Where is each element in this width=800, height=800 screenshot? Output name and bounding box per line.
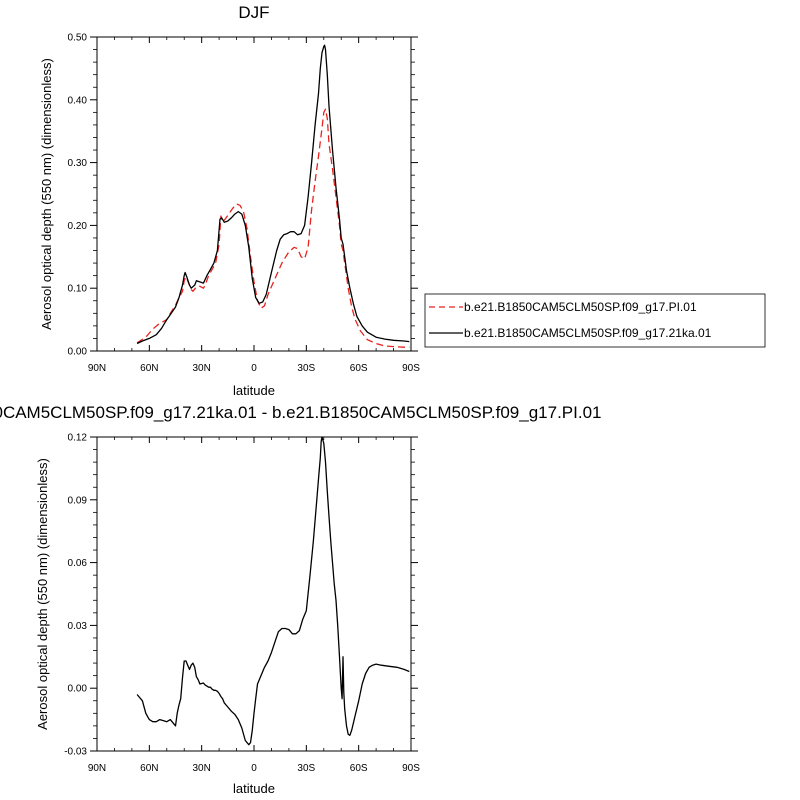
bottom-plot-area: 90N 60N 30N 0 30S 60S 90S -0.03 0.00 0.03 0.06 0.09…	[64, 433, 420, 775]
bottom-y-tick-label: 0.03	[68, 621, 88, 632]
top-panel: DJF 90N 60N 30N 0 30S 60S 90S 0.00 0.10 0.20 0.30 0…	[39, 3, 420, 398]
legend-label-series-2: b.e21.B1850CAM5CLM50SP.f09_g17.21ka.01	[464, 326, 712, 340]
bottom-y-tick-label: 0.06	[68, 558, 88, 569]
top-plot-frame	[96, 36, 412, 352]
bottom-x-tick-label: 30N	[192, 763, 210, 774]
bottom-y-tick-label: -0.03	[64, 747, 87, 758]
top-y-tick-label: 0.50	[68, 33, 88, 44]
bottom-y-tick-label: 0.00	[68, 684, 88, 695]
bottom-panel: b.e21.B1850CAM5CLM50SP.f09_g17.21ka.01 -…	[0, 403, 601, 796]
top-y-tick-label: 0.20	[68, 221, 88, 232]
legend: b.e21.B1850CAM5CLM50SP.f09_g17.PI.01 b.e…	[424, 293, 766, 348]
top-y-tick-label: 0.10	[68, 284, 88, 295]
top-x-tick-label: 30N	[192, 363, 210, 374]
top-x-tick-label: 30S	[297, 363, 315, 374]
bottom-x-tick-label: 0	[251, 763, 257, 774]
bottom-y-axis-label: Aerosol optical depth (550 nm) (dimensio…	[35, 458, 50, 730]
top-y-axis-label: Aerosol optical depth (550 nm) (dimensio…	[39, 58, 54, 330]
bottom-y-tick-label: 0.09	[68, 495, 88, 506]
top-plot-area: 90N 60N 30N 0 30S 60S 90S 0.00 0.10 0.20 0.30 0.40 0…	[68, 33, 421, 375]
top-y-tick-label: 0.30	[68, 158, 88, 169]
legend-label-series-1: b.e21.B1850CAM5CLM50SP.f09_g17.PI.01	[464, 300, 697, 314]
bottom-x-axis-label: latitude	[233, 781, 275, 796]
top-x-axis-label: latitude	[233, 383, 275, 398]
bottom-x-tick-label: 60S	[350, 763, 368, 774]
top-x-tick-label: 0	[251, 363, 257, 374]
bottom-plot-frame	[96, 436, 412, 752]
top-chart-title: DJF	[238, 3, 269, 22]
legend-box	[424, 293, 766, 348]
top-y-tick-label: 0.40	[68, 95, 88, 106]
top-x-tick-label: 60N	[140, 363, 158, 374]
top-x-tick-label: 90S	[402, 363, 420, 374]
top-x-tick-label: 90N	[88, 363, 106, 374]
bottom-y-tick-label: 0.12	[68, 433, 88, 444]
top-series-line-1	[136, 108, 410, 348]
bottom-x-tick-label: 30S	[297, 763, 315, 774]
top-series-line-2	[136, 44, 410, 345]
top-y-tick-label: 0.00	[68, 347, 88, 358]
bottom-series-line-1	[136, 436, 410, 746]
top-x-tick-label: 60S	[350, 363, 368, 374]
bottom-chart-title: b.e21.B1850CAM5CLM50SP.f09_g17.21ka.01 -…	[0, 403, 601, 422]
bottom-x-tick-label: 60N	[140, 763, 158, 774]
bottom-x-tick-label: 90N	[88, 763, 106, 774]
bottom-x-tick-label: 90S	[402, 763, 420, 774]
